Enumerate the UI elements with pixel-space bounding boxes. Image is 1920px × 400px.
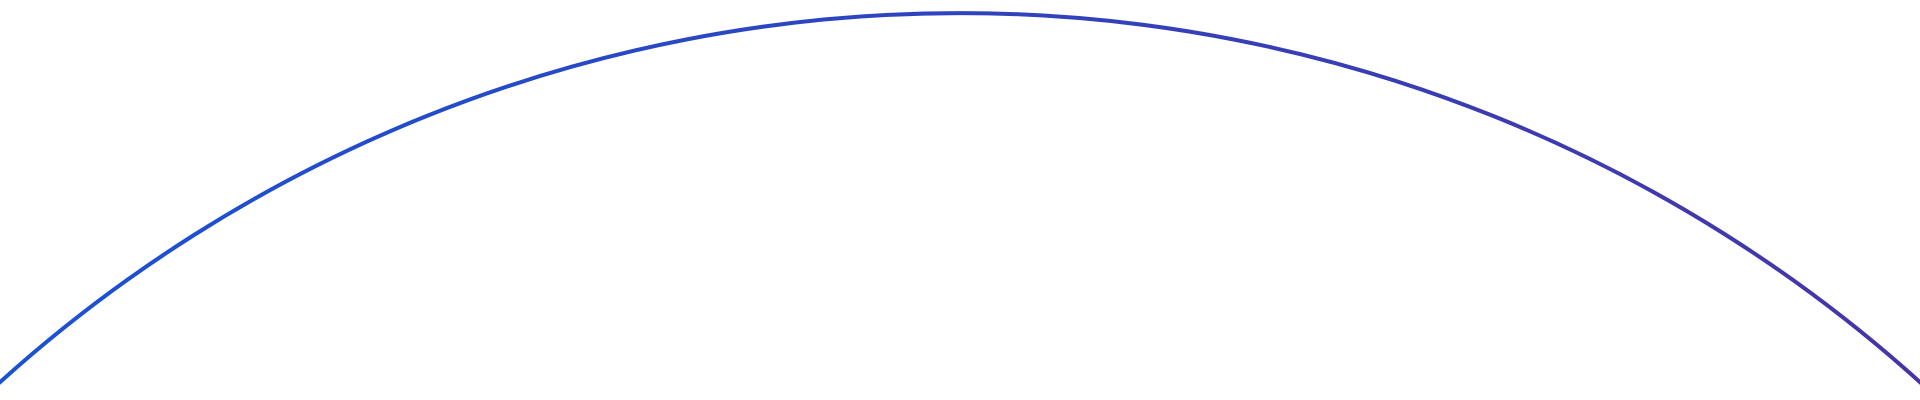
decorative-arc [0, 11, 1920, 385]
